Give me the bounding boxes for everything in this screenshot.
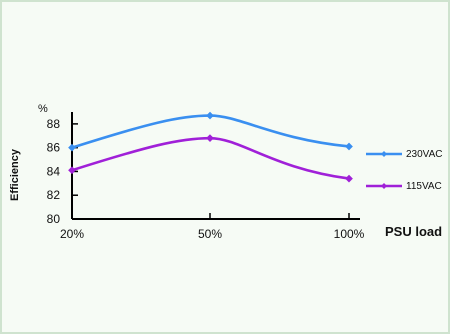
legend-marker [381,151,387,157]
data-point [206,134,214,143]
x-tick-label: 100% [334,227,365,241]
legend-label: 115VAC [406,181,442,192]
y-ticks: 80 82 84 86 88 [47,117,78,226]
legend: 230VAC 115VAC [366,149,443,192]
data-point [68,166,76,175]
series-layer [68,111,353,183]
x-axis-label: PSU load [385,224,442,239]
x-tick-label: 50% [198,227,222,241]
series-line [71,136,350,180]
data-point [345,142,353,151]
legend-marker [381,183,387,189]
y-tick-label: 80 [47,212,61,226]
y-tick-label: 82 [47,188,61,202]
series-line [71,114,350,149]
y-tick-label: 86 [47,141,61,155]
axes [71,112,360,220]
y-axis-label: Efficiency [9,148,21,201]
x-ticks: 20% 50% 100% [60,213,365,241]
data-point [345,174,353,183]
y-unit-label: % [38,103,48,115]
legend-label: 230VAC [406,149,443,160]
series-115VAC [68,134,353,183]
y-tick-label: 84 [47,164,61,178]
data-point [206,111,214,120]
x-tick-label: 20% [60,227,84,241]
series-230VAC [68,111,353,152]
y-tick-label: 88 [47,117,61,131]
data-point [68,143,76,152]
